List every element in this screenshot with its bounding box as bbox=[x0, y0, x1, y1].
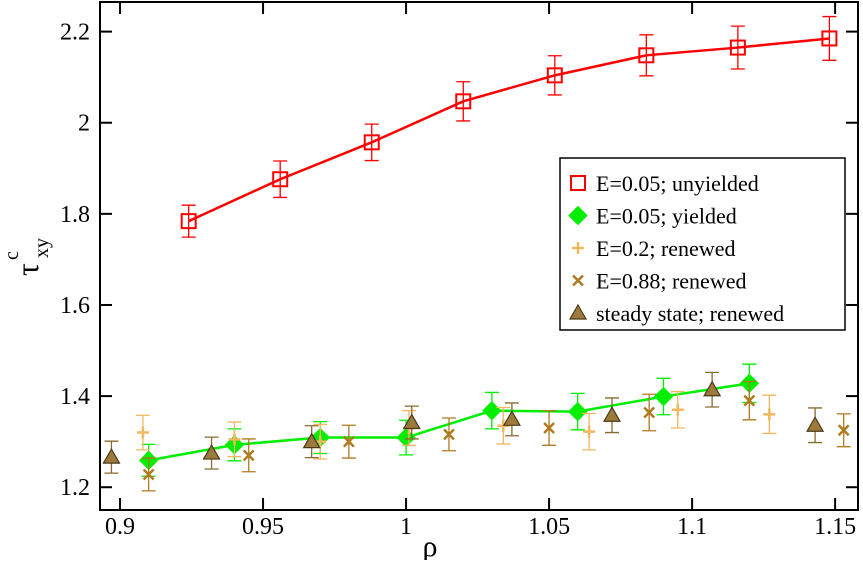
marker-cross bbox=[572, 274, 584, 287]
marker-plus bbox=[583, 425, 596, 438]
y-tick-label: 2.2 bbox=[60, 20, 90, 46]
marker-cross bbox=[543, 422, 555, 434]
marker-plus bbox=[572, 242, 584, 254]
marker-triangle bbox=[402, 413, 421, 430]
marker-plus bbox=[228, 433, 241, 446]
marker-cross bbox=[837, 424, 850, 437]
marker-diamond bbox=[653, 386, 674, 407]
error-bar bbox=[822, 15, 837, 61]
y-tick-label: 1.8 bbox=[60, 202, 90, 228]
y-tick-label: 1.4 bbox=[60, 384, 90, 410]
x-tick-label: 0.9 bbox=[105, 514, 135, 540]
y-tick-label: 2 bbox=[78, 111, 90, 137]
y-tick-label: 1.6 bbox=[60, 293, 90, 319]
marker-plus bbox=[763, 408, 776, 421]
marker-diamond bbox=[567, 401, 588, 422]
x-tick-label: 1.15 bbox=[814, 514, 856, 540]
error-bar bbox=[730, 25, 745, 70]
marker-square bbox=[638, 47, 655, 64]
marker-cross bbox=[142, 468, 155, 481]
marker-triangle bbox=[102, 447, 121, 464]
legend-label: E=0.05; yielded bbox=[596, 204, 737, 229]
x-tick-label: 1.05 bbox=[528, 514, 570, 540]
marker-triangle bbox=[502, 410, 521, 426]
marker-diamond bbox=[568, 205, 588, 226]
error-bar bbox=[547, 55, 562, 96]
marker-triangle bbox=[602, 406, 622, 422]
marker-triangle bbox=[568, 303, 588, 320]
y-label-subscript: xy bbox=[31, 238, 53, 258]
marker-triangle bbox=[703, 380, 722, 397]
marker-triangle bbox=[302, 432, 321, 449]
legend-label: E=0.2; renewed bbox=[596, 236, 735, 261]
marker-cross bbox=[342, 435, 355, 448]
marker-plus bbox=[671, 403, 684, 416]
legend-label: E=0.88; renewed bbox=[596, 269, 746, 294]
marker-square bbox=[570, 175, 586, 191]
plot-frame bbox=[99, 1, 859, 511]
y-label-symbol: τ bbox=[9, 263, 45, 276]
y-label-superscript: c bbox=[1, 251, 23, 260]
legend-label: E=0.05; unyielded bbox=[596, 171, 759, 196]
marker-square bbox=[363, 134, 380, 151]
marker-square bbox=[729, 39, 746, 56]
x-tick-label: 1 bbox=[400, 514, 412, 540]
legend-box bbox=[559, 157, 846, 331]
marker-triangle bbox=[806, 416, 825, 432]
marker-square bbox=[272, 171, 289, 188]
legend-label: steady state; renewed bbox=[596, 301, 784, 326]
error-bar bbox=[639, 34, 654, 77]
error-bar bbox=[456, 81, 471, 122]
marker-cross bbox=[643, 406, 656, 419]
marker-diamond bbox=[482, 400, 502, 421]
error-bar bbox=[273, 160, 288, 199]
marker-triangle bbox=[202, 443, 221, 460]
y-axis-label: τ c xy bbox=[1, 238, 53, 276]
series-line bbox=[188, 37, 830, 223]
error-bar bbox=[364, 123, 379, 162]
marker-square bbox=[546, 67, 563, 84]
error-bar bbox=[181, 204, 196, 238]
marker-square bbox=[180, 213, 197, 230]
y-tick-label: 1.2 bbox=[60, 475, 90, 501]
marker-cross bbox=[443, 428, 455, 441]
x-tick-label: 1.1 bbox=[677, 514, 707, 540]
marker-square bbox=[821, 30, 838, 47]
x-axis-label: ρ bbox=[423, 530, 438, 560]
marker-plus bbox=[136, 426, 149, 439]
marker-cross bbox=[242, 449, 255, 462]
x-tick-label: 0.95 bbox=[242, 514, 284, 540]
marker-cross bbox=[743, 394, 756, 407]
marker-square bbox=[455, 93, 472, 110]
